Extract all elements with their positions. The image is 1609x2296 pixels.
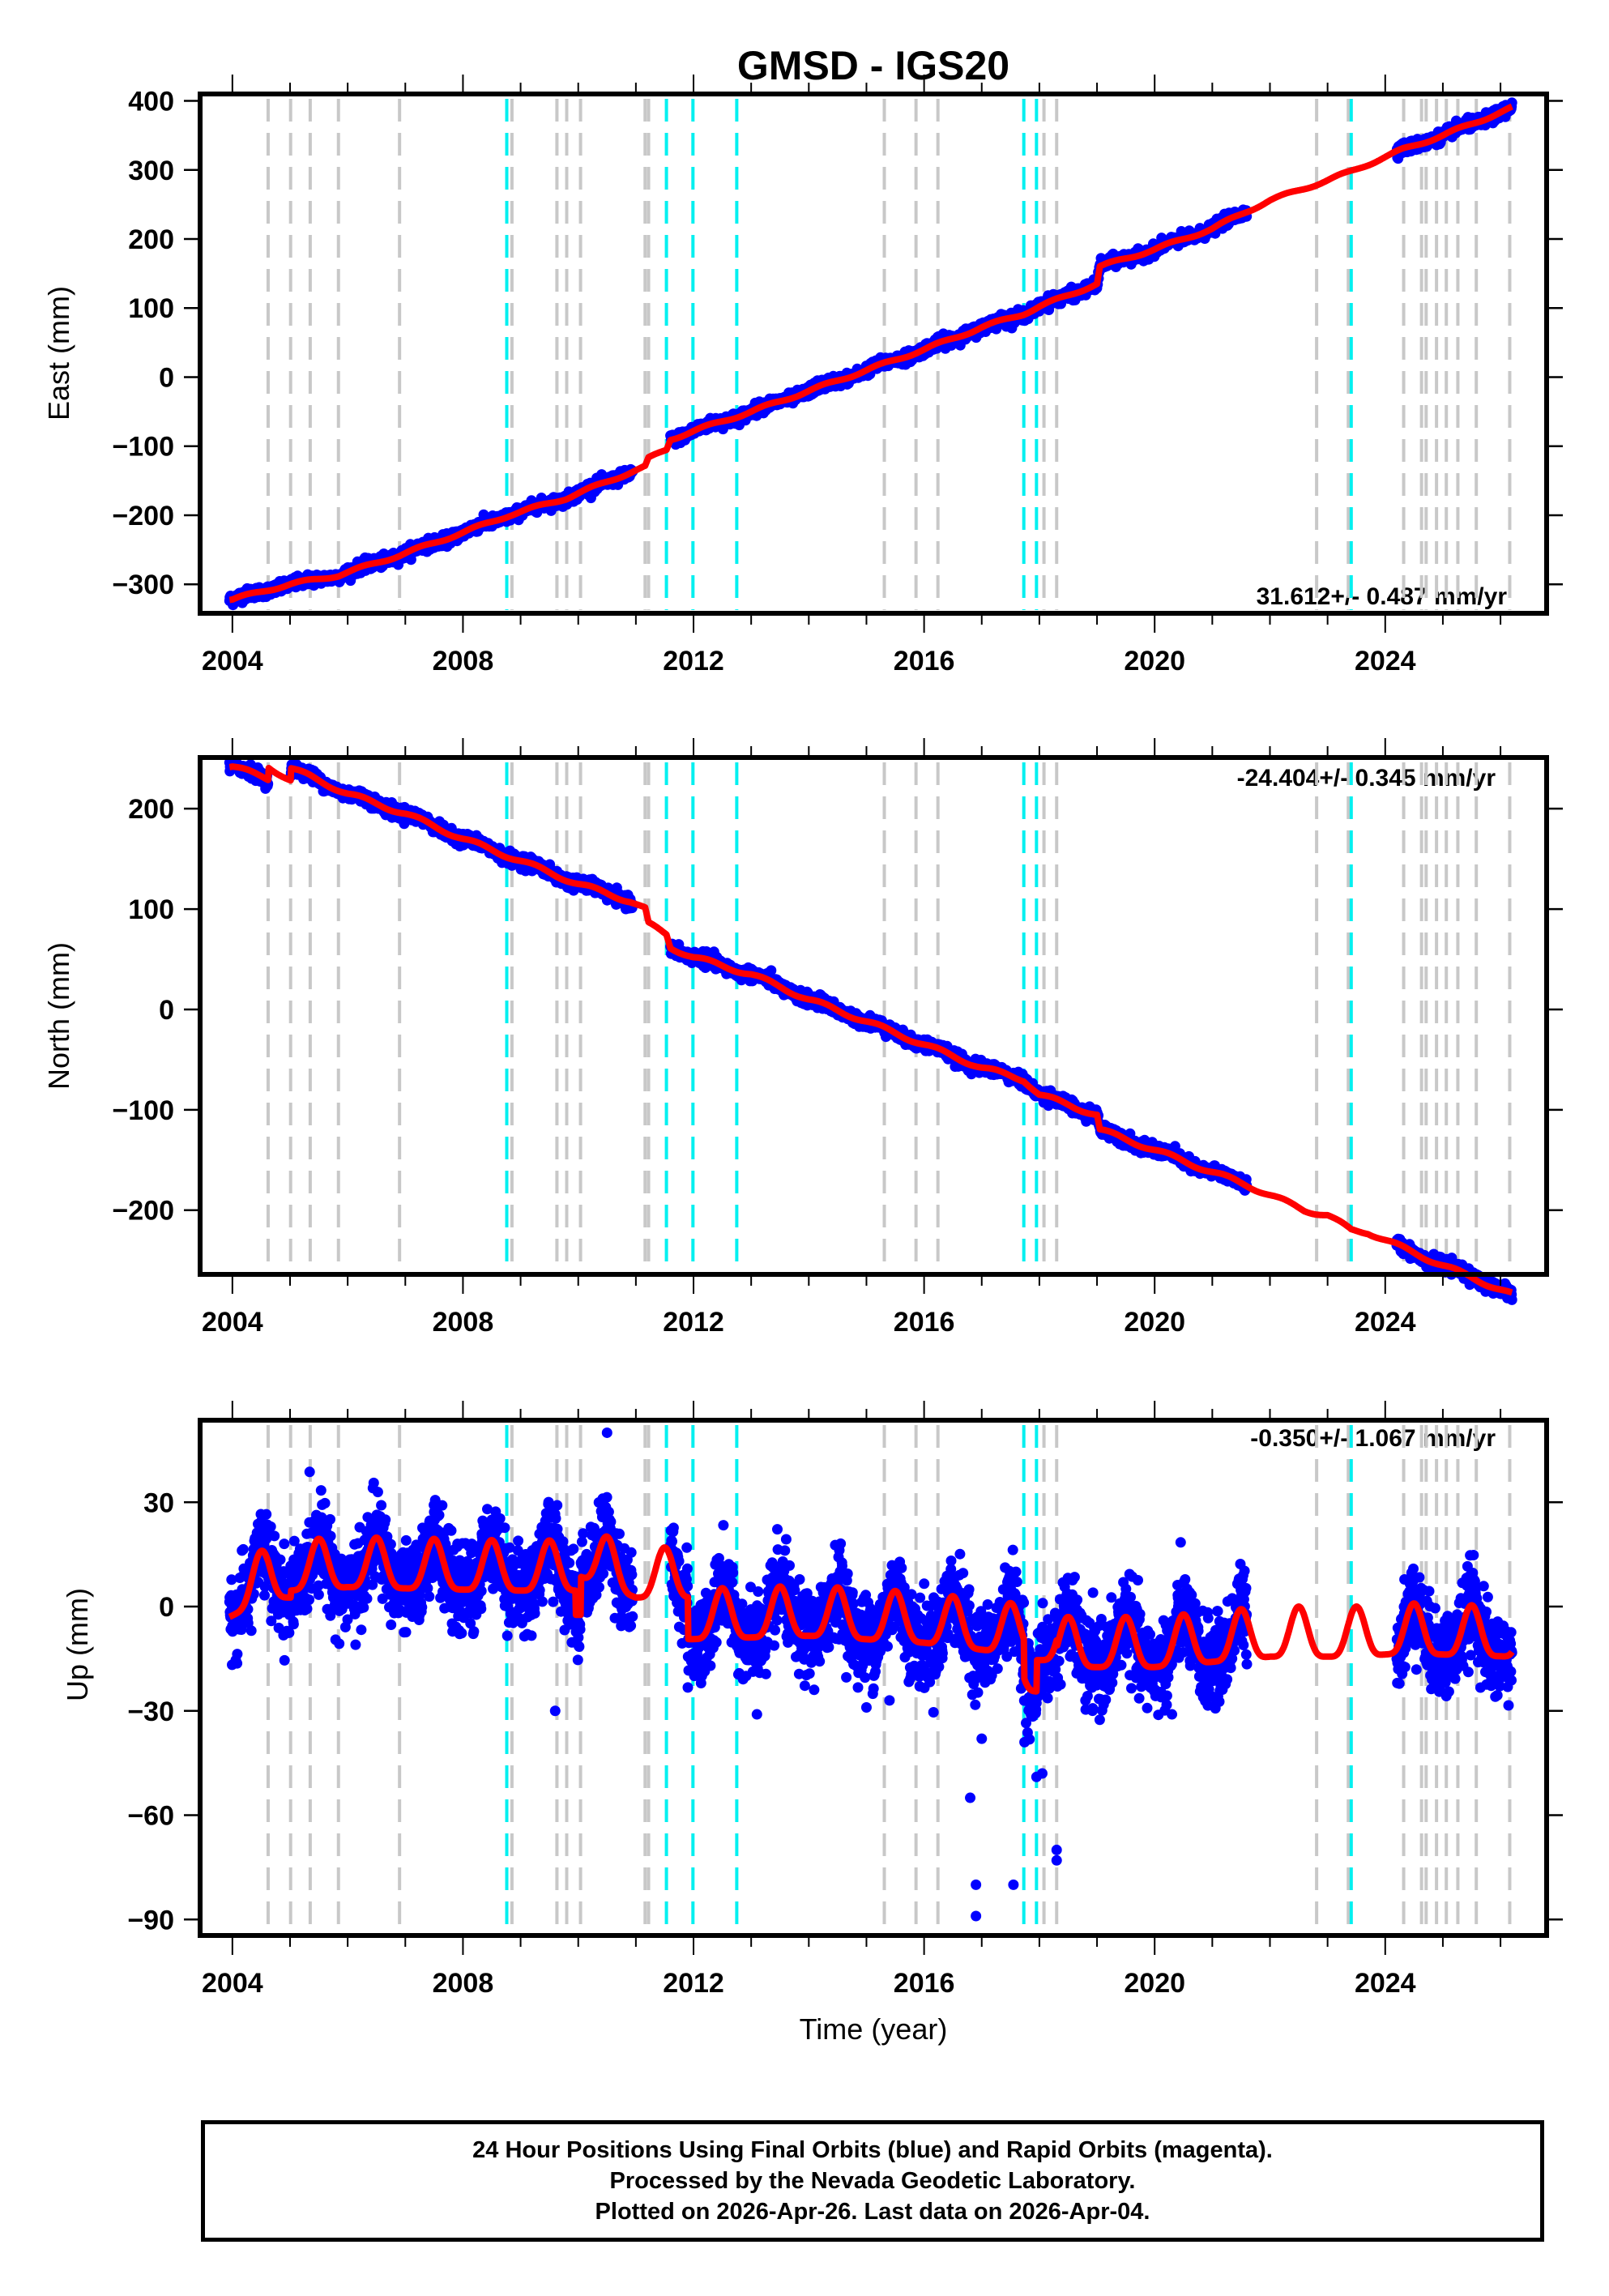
y-axis-label-east: East (mm) (42, 286, 75, 420)
x-tick-label: 2012 (663, 646, 724, 676)
data-points-east (224, 97, 1517, 611)
chart-title: GMSD - IGS20 (737, 43, 1009, 88)
panel-north: North (mm) -24.404+/- 0.345 mm/yr 200100… (42, 738, 1563, 1338)
panel-east: East (mm) 31.612+/- 0.487 mm/yr 400 300 20… (42, 75, 1563, 676)
rate-label-east: 31.612+/- 0.487 mm/yr (1257, 583, 1508, 610)
y-tick-label: 400 (128, 87, 174, 117)
data-points-north (224, 755, 1517, 1305)
y-tick-label: −300 (112, 570, 174, 600)
y-tick-label: 300 (128, 156, 174, 186)
x-tick-label: 2016 (894, 646, 955, 676)
y-tick-label: 100 (128, 293, 174, 324)
model-line-east (227, 103, 1515, 604)
y-tick-label: −100 (112, 432, 174, 463)
y-axis-label-north: North (mm) (42, 942, 75, 1090)
x-tick-label: 2004 (202, 646, 263, 676)
y-tick-label: −200 (112, 501, 174, 531)
x-tick-label: 2020 (1124, 646, 1185, 676)
y-tick-label: 0 (159, 362, 174, 393)
x-tick-label: 2008 (433, 646, 494, 676)
y-tick-label: 200 (128, 224, 174, 255)
x-tick-label: 2024 (1355, 646, 1416, 676)
